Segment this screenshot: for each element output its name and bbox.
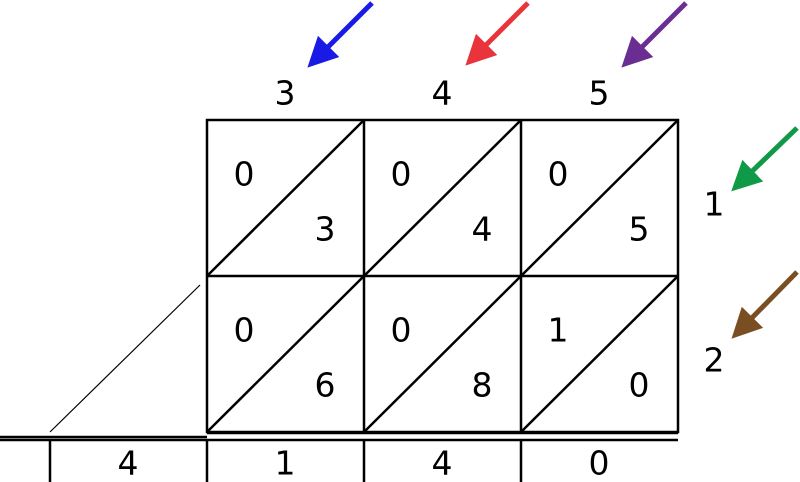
multiplicand-digit: 4 <box>432 74 453 113</box>
arrow <box>465 1 530 66</box>
cell-tens: 0 <box>391 311 412 350</box>
multiplier-digit: 2 <box>704 341 725 380</box>
cell-units: 5 <box>629 210 650 249</box>
cell-diagonal <box>206 275 365 433</box>
arrow <box>731 270 799 339</box>
cell-tens: 0 <box>391 155 412 194</box>
multiplier-digit: 1 <box>704 185 725 224</box>
cell-diagonal <box>520 275 679 433</box>
cell-diagonal <box>363 275 522 433</box>
multiplicand-digit: 5 <box>589 74 610 113</box>
arrows <box>307 1 799 339</box>
cell-tens: 1 <box>548 311 569 350</box>
cell-diagonal <box>520 119 679 277</box>
cell-units: 0 <box>629 366 650 405</box>
result-digit: 0 <box>589 444 610 482</box>
arrow <box>731 126 799 192</box>
cell-units: 4 <box>472 210 493 249</box>
cell-units: 8 <box>472 366 493 405</box>
arrow <box>621 1 688 68</box>
result-digit: 4 <box>118 444 139 482</box>
cell-tens: 0 <box>548 155 569 194</box>
cell-units: 6 <box>315 366 336 405</box>
result-digit: 4 <box>432 444 453 482</box>
cell-diagonal <box>363 119 522 277</box>
cell-diagonal <box>206 119 365 277</box>
result-digit: 1 <box>275 444 296 482</box>
multiplicand-digit: 3 <box>275 74 296 113</box>
arrow <box>307 1 374 68</box>
cell-tens: 0 <box>234 311 255 350</box>
lattice: 3 4 5 1 2 0 3 0 4 0 5 0 6 0 8 1 0 4 1 4 0 <box>48 74 725 482</box>
extra-diagonal <box>49 284 201 433</box>
cell-tens: 0 <box>234 155 255 194</box>
cell-units: 3 <box>315 210 336 249</box>
